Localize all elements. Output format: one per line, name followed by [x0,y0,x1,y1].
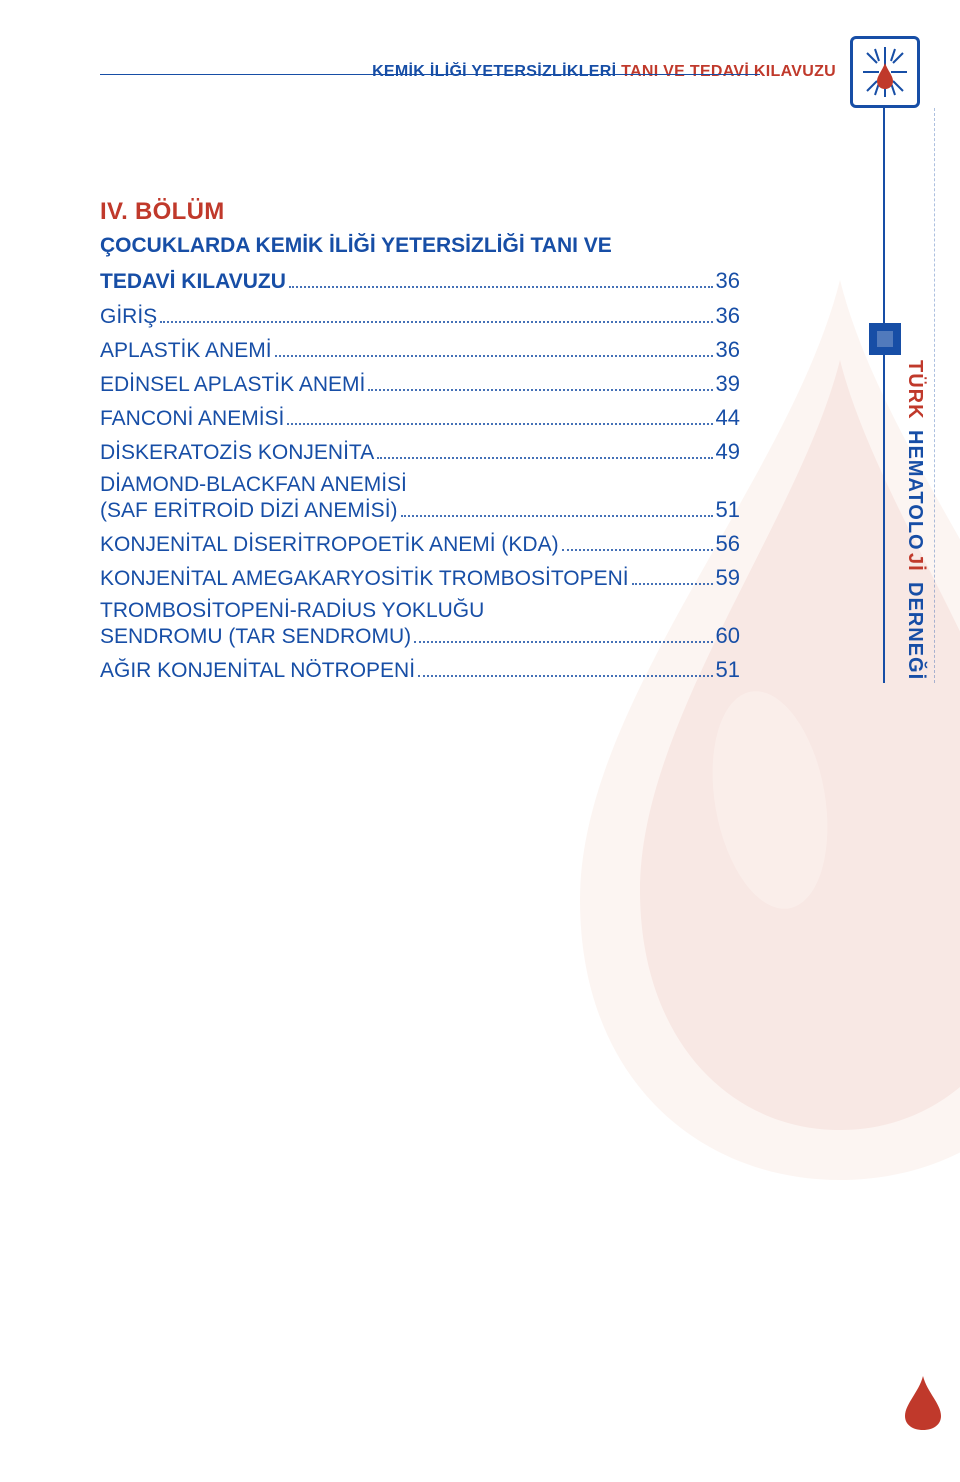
toc-page: 36 [716,303,740,329]
toc-content: IV. BÖLÜM ÇOCUKLARDA KEMİK İLİĞİ YETERSİ… [100,198,740,683]
toc-row: (SAF ERİTROİD DİZİ ANEMİSİ) 51 [100,497,740,523]
toc-label: AĞIR KONJENİTAL NÖTROPENİ [100,659,415,683]
toc-label: GİRİŞ [100,305,157,329]
toc-label: APLASTİK ANEMİ [100,339,272,363]
header-title: KEMİK İLİĞİ YETERSİZLİKLERİ TANI VE TEDA… [372,63,836,81]
toc-label-line2: (SAF ERİTROİD DİZİ ANEMİSİ) [100,499,398,523]
toc-row: KONJENİTAL AMEGAKARYOSİTİK TROMBOSİTOPEN… [100,565,740,591]
org-logo [850,36,920,108]
toc-row: SENDROMU (TAR SENDROMU) 60 [100,623,740,649]
toc-label: EDİNSEL APLASTİK ANEMİ [100,373,365,397]
toc-label: KONJENİTAL AMEGAKARYOSİTİK TROMBOSİTOPEN… [100,567,629,591]
toc-row: APLASTİK ANEMİ 36 [100,337,740,363]
footer-page-drop: xi [902,1376,944,1452]
toc-page: 36 [716,337,740,363]
toc-label: DİSKERATOZİS KONJENİTA [100,441,374,465]
vertical-rule [883,108,885,683]
page-header: KEMİK İLİĞİ YETERSİZLİKLERİ TANI VE TEDA… [100,0,920,108]
vertical-org-label: TÜRK HEMATOLOJİ DERNEĞİ [903,360,926,680]
toc-label-line1: DİAMOND-BLACKFAN ANEMİSİ [100,473,740,497]
toc-section-title-row: TEDAVİ KILAVUZU 36 [100,268,740,296]
toc-page: 60 [716,623,740,649]
side-tab-marker [869,323,901,355]
header-title-right: TANI VE TEDAVİ KILAVUZU [621,63,836,80]
section-title-line2: TEDAVİ KILAVUZU [100,268,286,296]
toc-row: GİRİŞ 36 [100,303,740,329]
toc-page: 51 [716,497,740,523]
toc-label-line2: SENDROMU (TAR SENDROMU) [100,625,411,649]
page-number: xi [902,1465,944,1482]
toc-row: KONJENİTAL DİSERİTROPOETİK ANEMİ (KDA) 5… [100,531,740,557]
toc-page: 39 [716,371,740,397]
toc-row: DİSKERATOZİS KONJENİTA 49 [100,439,740,465]
toc-row: AĞIR KONJENİTAL NÖTROPENİ 51 [100,657,740,683]
section-title-page: 36 [716,268,740,294]
toc-page: 59 [716,565,740,591]
toc-label: FANCONİ ANEMİSİ [100,407,284,431]
header-rule [100,74,760,75]
section-number: IV. BÖLÜM [100,198,740,226]
toc-label: KONJENİTAL DİSERİTROPOETİK ANEMİ (KDA) [100,533,559,557]
header-title-left: KEMİK İLİĞİ YETERSİZLİKLERİ [372,63,616,80]
toc-page: 44 [716,405,740,431]
vertical-rule-dashed [934,108,935,683]
toc-page: 49 [716,439,740,465]
toc-row: FANCONİ ANEMİSİ 44 [100,405,740,431]
toc-page: 56 [716,531,740,557]
section-title-line1: ÇOCUKLARDA KEMİK İLİĞİ YETERSİZLİĞİ TANI… [100,232,740,260]
toc-page: 51 [716,657,740,683]
toc-label-line1: TROMBOSİTOPENİ-RADİUS YOKLUĞU [100,599,740,623]
toc-row: EDİNSEL APLASTİK ANEMİ 39 [100,371,740,397]
